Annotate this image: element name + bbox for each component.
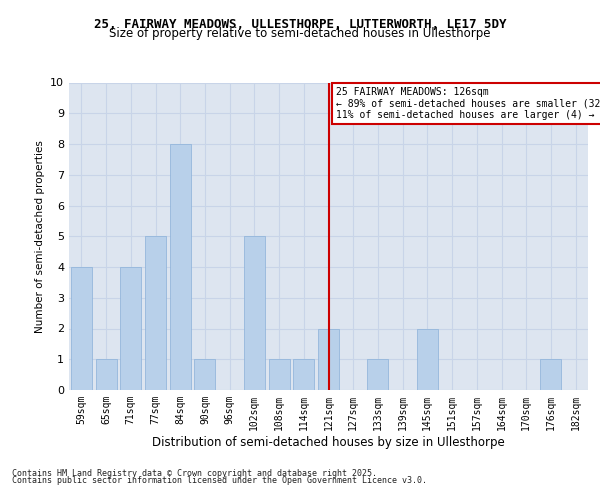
Text: Contains HM Land Registry data © Crown copyright and database right 2025.: Contains HM Land Registry data © Crown c… [12,468,377,477]
Text: Contains public sector information licensed under the Open Government Licence v3: Contains public sector information licen… [12,476,427,485]
Bar [244,236,265,390]
Text: 25 FAIRWAY MEADOWS: 126sqm
← 89% of semi-detached houses are smaller (32)
11% of: 25 FAIRWAY MEADOWS: 126sqm ← 89% of semi… [336,87,600,120]
Bar [95,359,116,390]
Bar [194,359,215,390]
Bar [71,267,92,390]
Bar [541,359,562,390]
Text: 25, FAIRWAY MEADOWS, ULLESTHORPE, LUTTERWORTH, LE17 5DY: 25, FAIRWAY MEADOWS, ULLESTHORPE, LUTTER… [94,18,506,30]
Y-axis label: Number of semi-detached properties: Number of semi-detached properties [35,140,44,332]
Bar [120,267,141,390]
Text: Size of property relative to semi-detached houses in Ullesthorpe: Size of property relative to semi-detach… [109,28,491,40]
Bar [318,328,339,390]
Bar [170,144,191,390]
X-axis label: Distribution of semi-detached houses by size in Ullesthorpe: Distribution of semi-detached houses by … [152,436,505,448]
Bar [145,236,166,390]
Bar [269,359,290,390]
Bar [367,359,388,390]
Bar [293,359,314,390]
Bar [417,328,438,390]
